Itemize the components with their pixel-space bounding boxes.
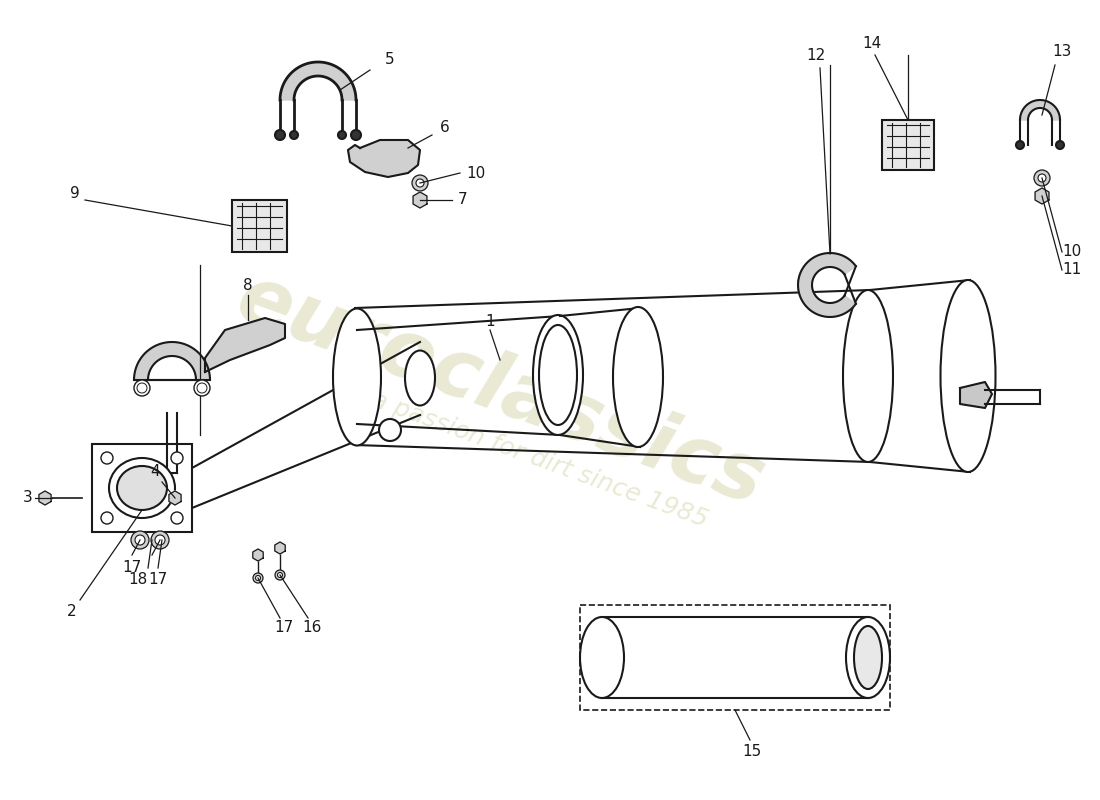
Text: 15: 15 xyxy=(742,745,761,759)
Polygon shape xyxy=(348,140,420,177)
Text: 1: 1 xyxy=(485,314,495,330)
Bar xyxy=(92,444,192,532)
Polygon shape xyxy=(169,491,182,505)
Circle shape xyxy=(1056,141,1064,149)
Circle shape xyxy=(138,383,147,393)
Ellipse shape xyxy=(117,466,167,510)
Ellipse shape xyxy=(539,325,578,425)
Circle shape xyxy=(277,573,283,578)
Text: 6: 6 xyxy=(440,121,450,135)
Circle shape xyxy=(338,131,346,139)
Polygon shape xyxy=(205,318,285,372)
Polygon shape xyxy=(134,342,210,380)
Ellipse shape xyxy=(843,290,893,462)
Polygon shape xyxy=(39,491,51,505)
Circle shape xyxy=(155,535,165,545)
Ellipse shape xyxy=(379,419,401,441)
Text: 9: 9 xyxy=(70,186,80,202)
Text: 13: 13 xyxy=(1053,45,1071,59)
Circle shape xyxy=(170,452,183,464)
Polygon shape xyxy=(253,549,263,561)
Ellipse shape xyxy=(854,626,882,689)
Circle shape xyxy=(135,535,145,545)
Text: 17: 17 xyxy=(122,561,142,575)
Polygon shape xyxy=(275,542,285,554)
Circle shape xyxy=(101,452,113,464)
Bar xyxy=(882,120,934,170)
Polygon shape xyxy=(798,253,856,317)
Bar xyxy=(232,200,287,252)
Text: 8: 8 xyxy=(243,278,253,293)
Text: 5: 5 xyxy=(385,53,395,67)
Circle shape xyxy=(275,130,285,140)
Text: 10: 10 xyxy=(466,166,485,181)
Circle shape xyxy=(131,531,149,549)
Circle shape xyxy=(197,383,207,393)
Text: 17: 17 xyxy=(148,573,167,587)
Circle shape xyxy=(1016,141,1024,149)
Text: euroclassics: euroclassics xyxy=(226,258,774,522)
Circle shape xyxy=(253,573,263,583)
Text: 16: 16 xyxy=(302,621,321,635)
Ellipse shape xyxy=(940,280,996,472)
Circle shape xyxy=(290,131,298,139)
Circle shape xyxy=(1038,174,1046,182)
Ellipse shape xyxy=(405,350,435,406)
Text: 3: 3 xyxy=(23,490,33,506)
Circle shape xyxy=(194,380,210,396)
Text: 7: 7 xyxy=(459,193,468,207)
Circle shape xyxy=(134,380,150,396)
Circle shape xyxy=(151,531,169,549)
Ellipse shape xyxy=(846,617,890,698)
Circle shape xyxy=(101,512,113,524)
Text: 14: 14 xyxy=(862,37,881,51)
Circle shape xyxy=(170,512,183,524)
Circle shape xyxy=(275,570,285,580)
Polygon shape xyxy=(1020,100,1060,120)
Text: 10: 10 xyxy=(1063,245,1081,259)
Circle shape xyxy=(351,130,361,140)
Ellipse shape xyxy=(580,617,624,698)
Ellipse shape xyxy=(109,458,175,518)
Polygon shape xyxy=(960,382,992,408)
Text: 2: 2 xyxy=(67,605,77,619)
Circle shape xyxy=(416,179,424,187)
Text: a passion for dirt since 1985: a passion for dirt since 1985 xyxy=(368,388,712,532)
Circle shape xyxy=(412,175,428,191)
Ellipse shape xyxy=(333,309,381,446)
Circle shape xyxy=(255,575,261,581)
Polygon shape xyxy=(414,192,427,208)
Circle shape xyxy=(1034,170,1050,186)
Text: 18: 18 xyxy=(129,573,147,587)
Ellipse shape xyxy=(613,307,663,447)
Text: 17: 17 xyxy=(274,621,294,635)
Ellipse shape xyxy=(534,315,583,435)
Text: 11: 11 xyxy=(1063,262,1081,278)
Polygon shape xyxy=(1035,188,1049,204)
Text: 12: 12 xyxy=(806,49,826,63)
Text: 4: 4 xyxy=(151,465,160,479)
Bar xyxy=(580,605,890,710)
Polygon shape xyxy=(280,62,356,100)
